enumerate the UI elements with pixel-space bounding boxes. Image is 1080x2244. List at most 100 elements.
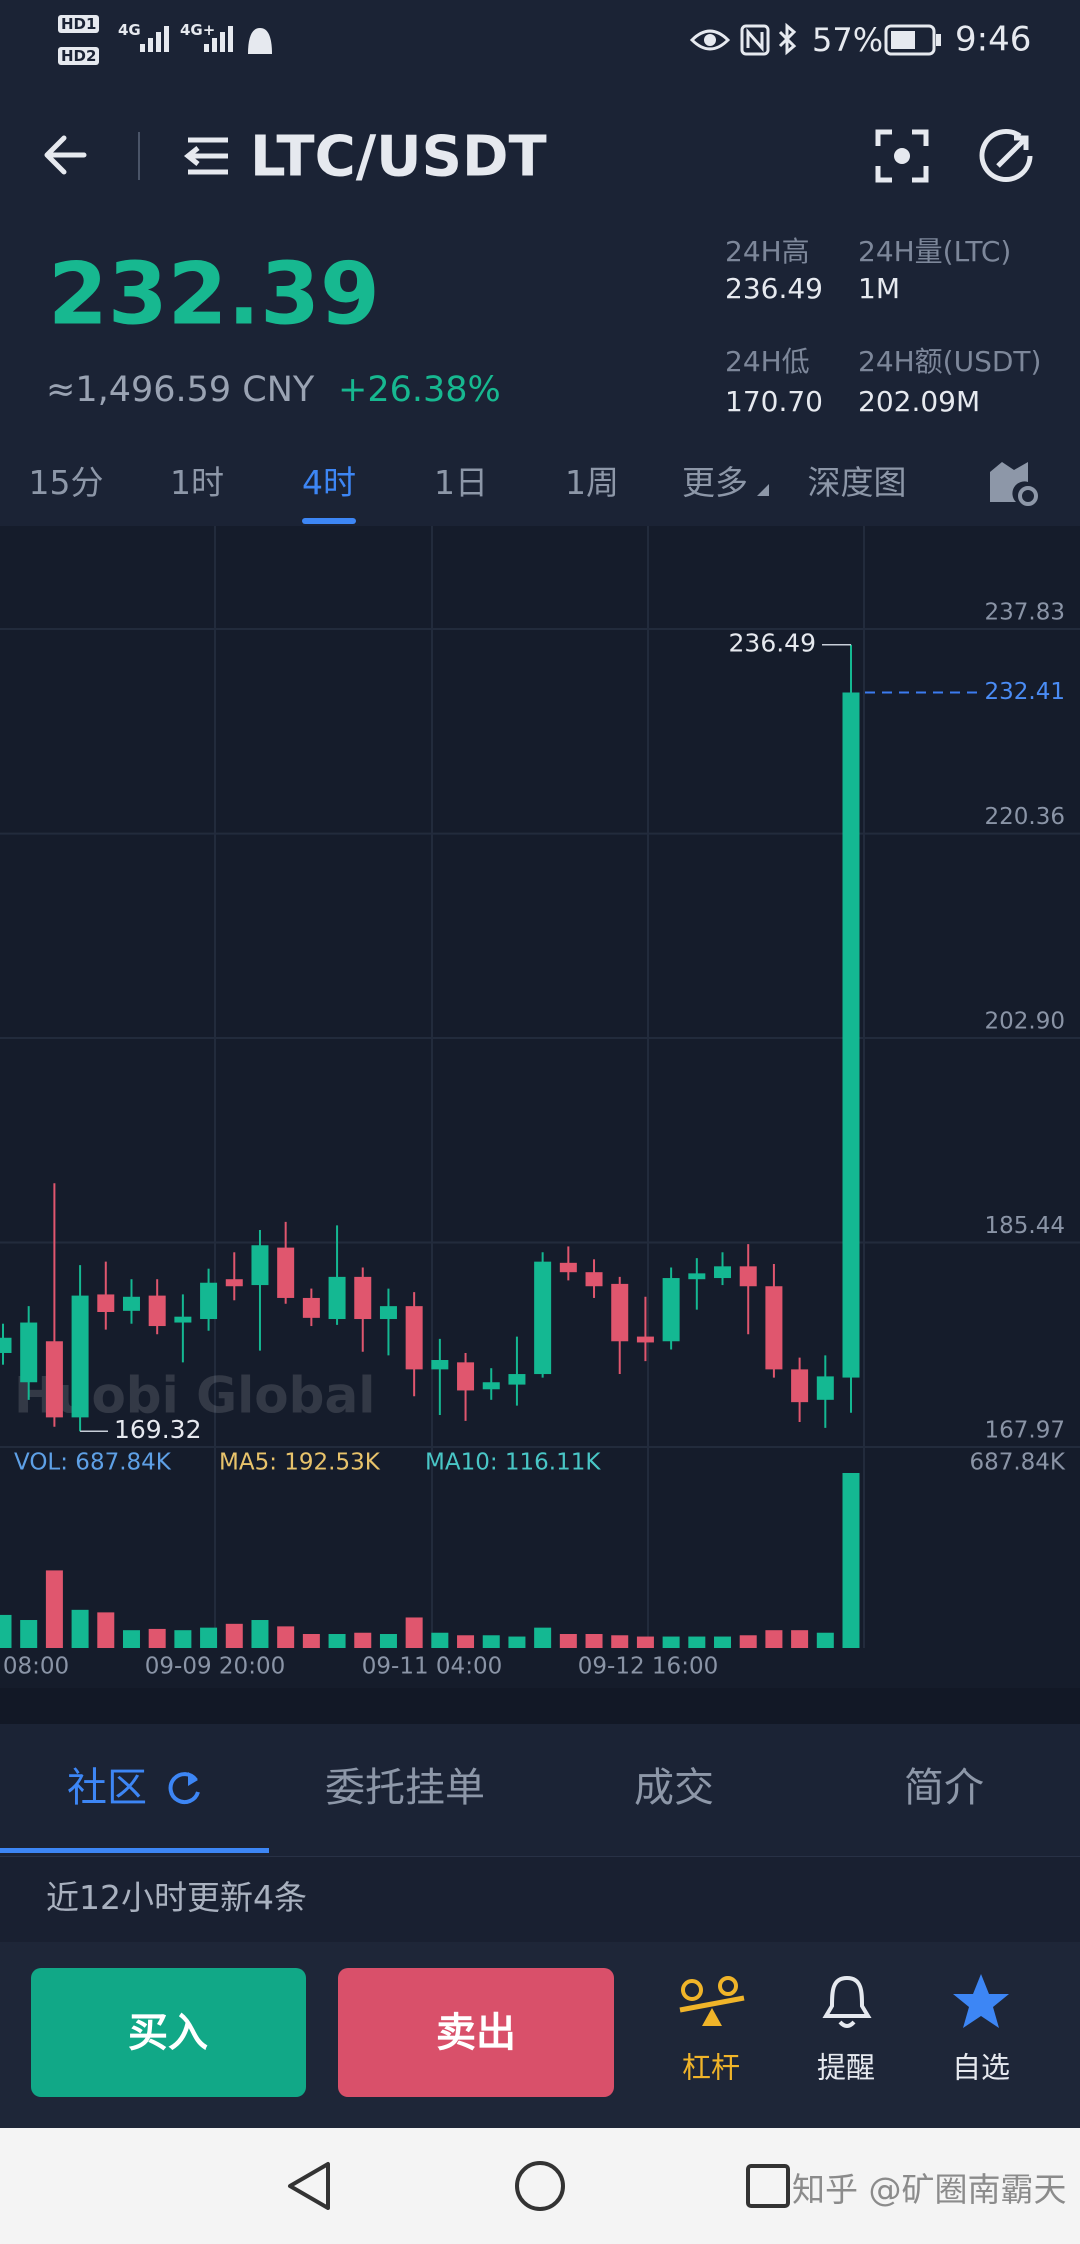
volume-bar xyxy=(225,1623,243,1648)
stat-label: 24H高 xyxy=(725,235,810,269)
volume-bar xyxy=(688,1636,706,1648)
interval-tab[interactable]: 深度图 xyxy=(807,463,907,503)
menu-icon[interactable] xyxy=(183,134,234,178)
interval-tab[interactable]: 更多 xyxy=(682,463,748,503)
buy-button[interactable] xyxy=(31,1968,306,2097)
candle-body xyxy=(148,1295,166,1327)
battery-level: 57% xyxy=(812,20,884,59)
chart-panel xyxy=(0,526,1080,1688)
x-tick-label: 09-11 04:00 xyxy=(362,1654,502,1680)
section-tab[interactable]: 委托挂单 xyxy=(325,1765,485,1811)
candle-body xyxy=(225,1279,243,1287)
sell-button[interactable] xyxy=(338,1968,614,2097)
leverage-icon[interactable] xyxy=(678,1976,746,2030)
candle-body xyxy=(508,1374,526,1385)
candle-body xyxy=(0,1337,12,1353)
volume-bar xyxy=(97,1612,115,1648)
volume-bar xyxy=(842,1472,860,1648)
volume-bar xyxy=(174,1630,192,1648)
candle-body xyxy=(354,1276,372,1320)
x-tick-label: 09-09 20:00 xyxy=(145,1654,285,1680)
pair-title[interactable]: LTC/USDT xyxy=(250,124,547,190)
sim-label: HD1 xyxy=(58,15,100,33)
volume-bar xyxy=(534,1627,552,1648)
x-tick-label: 08:00 xyxy=(3,1654,69,1680)
y-tick-label: 237.83 xyxy=(985,600,1065,626)
buy-label[interactable]: 买入 xyxy=(128,2010,208,2056)
share-button[interactable] xyxy=(979,128,1036,184)
tool-label[interactable]: 杠杆 xyxy=(681,2050,741,2085)
candle-body xyxy=(482,1382,500,1390)
volume-bar xyxy=(45,1570,63,1648)
y-tick-label: 220.36 xyxy=(985,804,1065,830)
candle-body xyxy=(20,1322,38,1383)
feed-note[interactable]: 近12小时更新4条 xyxy=(46,1878,307,1918)
volume-bar xyxy=(559,1634,577,1648)
signal-icons xyxy=(140,26,272,54)
stat-value: 1M xyxy=(858,272,900,306)
candle-body xyxy=(328,1276,346,1320)
last-price: 232.39 xyxy=(48,244,380,345)
volume-bar xyxy=(457,1635,475,1648)
tool-label[interactable]: 自选 xyxy=(951,2050,1011,2085)
interval-tab[interactable]: 1日 xyxy=(434,463,488,503)
sim-label: HD2 xyxy=(58,47,100,65)
candle-body xyxy=(662,1278,680,1342)
candle-body xyxy=(457,1362,475,1391)
interval-tab[interactable]: 1周 xyxy=(565,463,619,503)
candlestick-chart: Huobi Global237.83220.36202.90185.44167.… xyxy=(0,526,1080,1680)
candle-body xyxy=(688,1273,706,1280)
section-tab[interactable]: 简介 xyxy=(904,1765,984,1811)
volume-legend: VOL: 687.84K xyxy=(14,1450,172,1476)
volume-bar xyxy=(431,1632,449,1648)
interval-tab[interactable]: 4时 xyxy=(302,463,356,503)
candle-body xyxy=(122,1296,140,1311)
refresh-icon[interactable] xyxy=(166,1768,204,1808)
section-tab[interactable]: 社区 xyxy=(67,1765,147,1811)
y-tick-label: 167.97 xyxy=(985,1418,1065,1444)
interval-tab[interactable]: 15分 xyxy=(28,463,104,503)
sell-label[interactable]: 卖出 xyxy=(436,2010,516,2056)
tool-label[interactable]: 提醒 xyxy=(816,2050,876,2085)
volume-bar xyxy=(714,1636,732,1648)
nav-bar xyxy=(0,2128,1080,2244)
candle-body xyxy=(585,1272,603,1287)
section-tab[interactable]: 成交 xyxy=(634,1765,714,1811)
stat-label: 24H额(USDT) xyxy=(858,345,1042,379)
stat-label: 24H低 xyxy=(725,345,810,379)
scan-button[interactable] xyxy=(875,129,929,183)
back-button[interactable] xyxy=(40,130,100,180)
candle-body xyxy=(277,1247,295,1298)
chart-settings[interactable] xyxy=(988,458,1042,506)
candle-body xyxy=(739,1266,757,1287)
candle-body xyxy=(405,1306,423,1370)
volume-bar xyxy=(302,1634,320,1648)
candle-body xyxy=(559,1262,577,1273)
nav-back[interactable] xyxy=(288,2162,330,2210)
candle-body xyxy=(379,1306,397,1320)
volume-bar xyxy=(739,1635,757,1648)
volume-bar xyxy=(354,1632,372,1648)
volume-bar xyxy=(0,1614,12,1648)
network-label: 4G xyxy=(118,21,141,39)
candle-body xyxy=(611,1283,629,1342)
volume-bar xyxy=(791,1630,809,1648)
volume-bar xyxy=(328,1634,346,1648)
volume-bar xyxy=(508,1636,526,1648)
alert-icon[interactable] xyxy=(820,1972,874,2032)
volume-bar xyxy=(611,1635,629,1648)
volume-bar xyxy=(148,1628,166,1648)
x-tick-label: 09-12 16:00 xyxy=(578,1654,718,1680)
candle-body xyxy=(791,1369,809,1403)
interval-tab[interactable]: 1时 xyxy=(170,463,224,503)
candle-body xyxy=(714,1266,732,1279)
volume-bar xyxy=(816,1632,834,1648)
favorite-icon[interactable] xyxy=(951,1972,1011,2030)
status-icons xyxy=(689,22,797,56)
y-tick-label: 185.44 xyxy=(985,1213,1065,1239)
nav-recent[interactable] xyxy=(746,2164,790,2208)
volume-bar xyxy=(405,1617,423,1648)
nav-home[interactable] xyxy=(515,2161,565,2211)
cny-price: ≈1,496.59 CNY xyxy=(46,370,315,410)
